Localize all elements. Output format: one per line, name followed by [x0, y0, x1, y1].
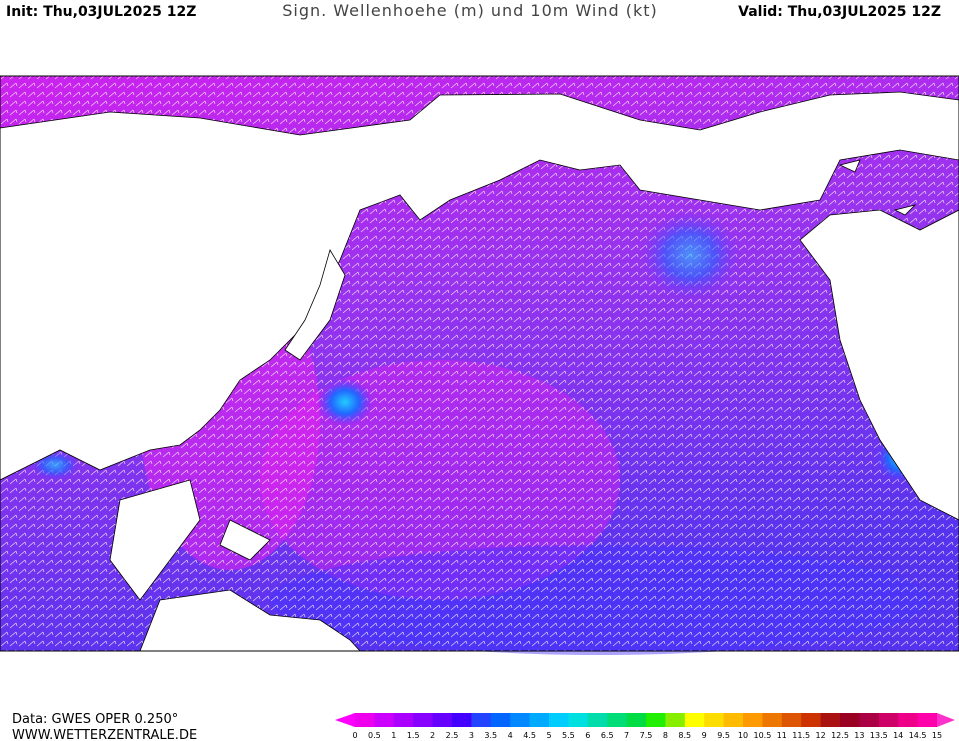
legend-tick-label: 9.5	[717, 731, 730, 740]
legend-tick-label: 2.5	[446, 731, 459, 740]
legend-tick-label: 9	[702, 731, 707, 740]
legend-cell	[898, 713, 919, 727]
land	[0, 91, 959, 652]
legend-tick-label: 13.5	[870, 731, 888, 740]
legend-cell	[587, 713, 608, 727]
legend-cell	[413, 713, 434, 727]
legend-cell	[704, 713, 725, 727]
legend-cell	[840, 713, 860, 727]
legend-tick-label: 7.5	[640, 731, 653, 740]
legend-cell	[490, 713, 511, 727]
legend-cell	[471, 713, 492, 727]
legend-tick-label: 6.5	[601, 731, 614, 740]
legend-cell	[549, 713, 569, 727]
japan	[284, 249, 346, 361]
southeast-asia	[109, 479, 201, 601]
legend-high-arrow	[937, 713, 955, 727]
legend-tick-label: 4	[508, 731, 513, 740]
legend-cell	[723, 713, 744, 727]
legend-tick-label: 0.5	[368, 731, 381, 740]
legend-cell	[665, 713, 686, 727]
map-title: Sign. Wellenhoehe (m) und 10m Wind (kt)	[282, 1, 658, 20]
legend-tick-label: 8.5	[678, 731, 691, 740]
legend-tick-label: 15	[932, 731, 942, 740]
legend-tick-label: 11	[777, 731, 787, 740]
legend-cell	[684, 713, 705, 727]
legend-cell	[626, 713, 647, 727]
legend-tick-label: 7	[624, 731, 629, 740]
legend-cell	[568, 713, 589, 727]
legend-tick-label: 6	[585, 731, 590, 740]
legend-cell	[878, 713, 899, 727]
legend-cell	[820, 713, 841, 727]
legend-cell	[374, 713, 395, 727]
legend-cell	[801, 713, 822, 727]
legend-tick-label: 10	[738, 731, 748, 740]
legend-low-arrow	[335, 713, 355, 727]
legend-tick-label: 1	[391, 731, 396, 740]
legend-cell	[432, 713, 453, 727]
legend-cell	[510, 713, 531, 727]
legend-cell	[781, 713, 802, 727]
legend-cell	[762, 713, 783, 727]
legend-cell	[393, 713, 414, 727]
website: WWW.WETTERZENTRALE.DE	[12, 728, 197, 741]
legend-cell	[529, 713, 550, 727]
low-pressure	[640, 210, 740, 300]
color-legend: 0 0.5 1 1.5 2 2.5 3 3.5 4 4.5 5 5.5 6 6.5 7 7.5 8 8.5 9 9.5…	[335, 713, 955, 740]
legend-cell	[355, 713, 375, 727]
legend-tick-label: 12.5	[831, 731, 849, 740]
valid-time: Valid: Thu,03JUL2025 12Z	[738, 4, 941, 20]
eurasia	[0, 91, 959, 481]
legend-cell	[859, 713, 880, 727]
map	[0, 75, 959, 655]
legend-cell	[743, 713, 763, 727]
legend-tick-label: 8	[663, 731, 668, 740]
legend-tick-label: 3.5	[484, 731, 497, 740]
legend-tick-label: 5	[546, 731, 551, 740]
legend-tick-label: 14	[893, 731, 903, 740]
legend-tick-label: 12	[816, 731, 826, 740]
legend-tick-label: 13	[854, 731, 864, 740]
legend-cell	[646, 713, 666, 727]
legend-tick-label: 11.5	[792, 731, 810, 740]
data-source: Data: GWES OPER 0.250°	[12, 712, 178, 727]
legend-cell	[452, 713, 472, 727]
legend-cell	[607, 713, 628, 727]
init-time: Init: Thu,03JUL2025 12Z	[6, 4, 196, 20]
legend-tick-label: 3	[469, 731, 474, 740]
island	[838, 159, 917, 216]
legend-cell	[917, 713, 938, 727]
map-frame	[0, 75, 959, 652]
legend-tick-label: 14.5	[909, 731, 927, 740]
legend-tick-label: 0	[352, 731, 357, 740]
island	[219, 519, 271, 561]
legend-tick-label: 5.5	[562, 731, 575, 740]
legend-tick-label: 1.5	[407, 731, 420, 740]
legend-tick-label: 4.5	[523, 731, 536, 740]
cyclone	[317, 378, 373, 426]
north-america	[799, 209, 959, 521]
legend-tick-label: 10.5	[753, 731, 771, 740]
legend-tick-label: 2	[430, 731, 435, 740]
